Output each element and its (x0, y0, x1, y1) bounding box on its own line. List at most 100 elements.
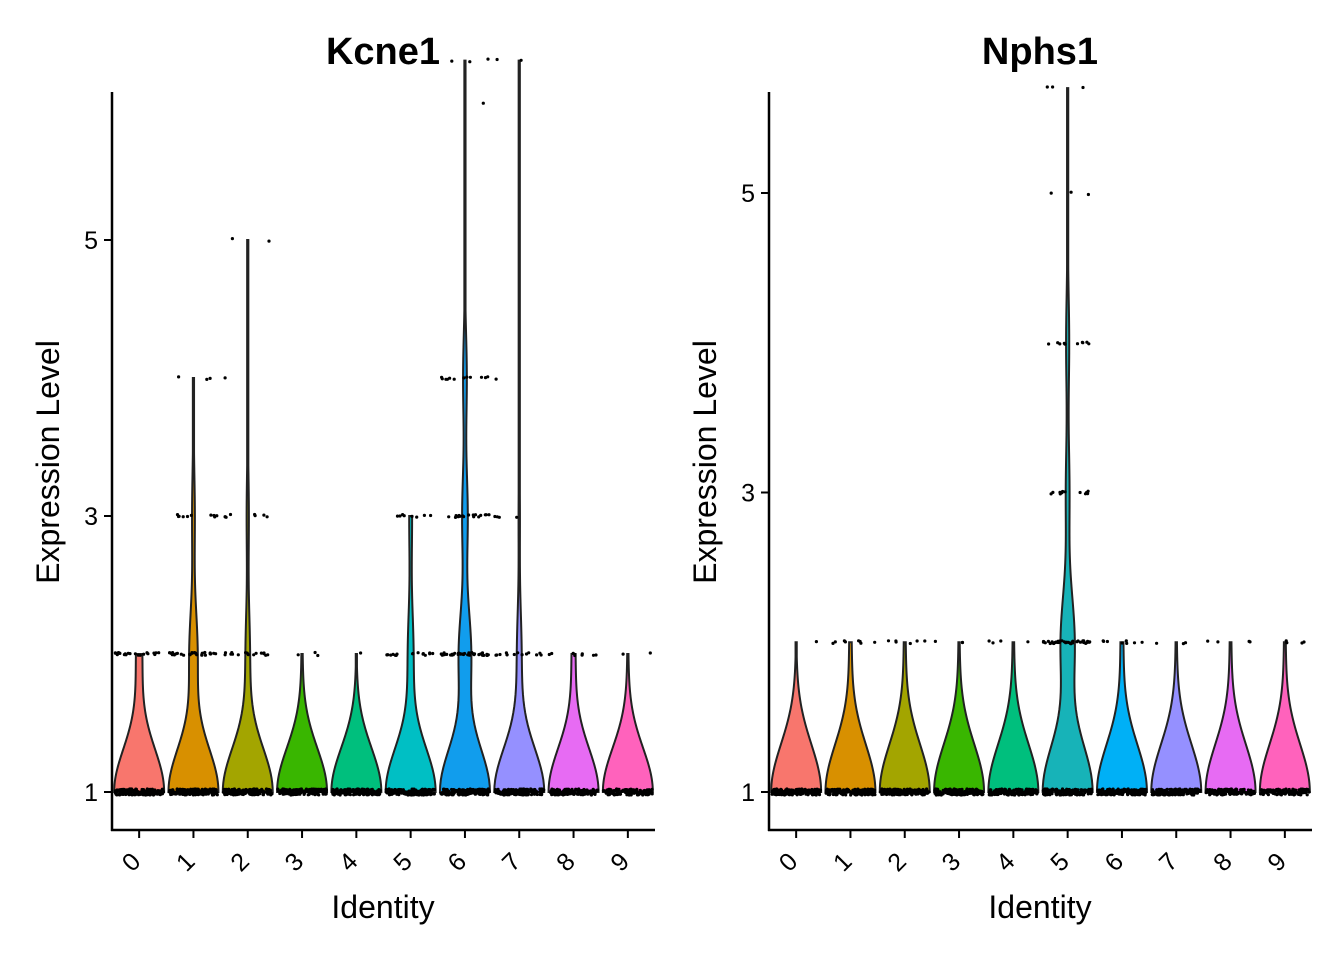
cell-point (538, 792, 542, 797)
cell-point (826, 792, 830, 797)
cell-point (378, 788, 382, 792)
cell-point (1064, 641, 1068, 645)
cell-point (484, 513, 488, 517)
cell-point (1096, 789, 1100, 793)
cell-point (306, 789, 311, 793)
cell-point (648, 651, 652, 655)
cell-point (479, 375, 484, 379)
cell-point (401, 513, 405, 517)
cell-point (467, 513, 471, 517)
cell-point (551, 790, 555, 795)
cell-point (148, 792, 152, 796)
cell-point (1159, 787, 1163, 792)
cell-point (593, 792, 597, 797)
y-tick-label: 1 (84, 779, 98, 807)
cell-point (846, 787, 850, 792)
cell-point (1156, 789, 1160, 793)
cell-point (486, 790, 490, 794)
cell-point (253, 514, 257, 518)
cell-point (296, 653, 300, 657)
cell-point (385, 653, 389, 657)
cell-point (314, 792, 319, 796)
cell-point (965, 790, 969, 794)
cell-point (1293, 789, 1297, 793)
cell-point (923, 639, 927, 643)
cell-point (258, 789, 262, 793)
cell-point (1058, 492, 1062, 496)
cell-point (1049, 789, 1053, 793)
cell-point (412, 788, 416, 792)
cell-point (871, 793, 875, 797)
cell-point (1105, 639, 1109, 644)
cell-point (1086, 489, 1090, 493)
cell-point (426, 792, 430, 797)
cell-point (516, 651, 520, 655)
cell-point (833, 787, 837, 792)
cell-point (1305, 793, 1309, 797)
cell-point (1061, 789, 1065, 793)
cell-point (404, 792, 408, 796)
cell-point (557, 793, 561, 797)
x-axis-label-kcne1: Identity (331, 889, 434, 925)
cell-point (944, 787, 948, 791)
cell-point (444, 377, 448, 381)
cell-point (200, 792, 204, 796)
cell-point (979, 791, 984, 796)
cell-point (1206, 639, 1210, 643)
cell-point (557, 789, 561, 794)
cell-point (459, 652, 463, 656)
cell-point (252, 653, 256, 657)
cell-point (794, 791, 798, 795)
cell-point (1229, 787, 1233, 791)
cell-point (844, 793, 848, 797)
cell-point (208, 652, 212, 656)
violin-cluster-3 (276, 653, 329, 793)
cell-point (1048, 641, 1052, 646)
cell-point (298, 792, 302, 796)
cell-point (1046, 639, 1050, 644)
cell-point (1071, 639, 1075, 643)
cell-point (1224, 792, 1228, 796)
cell-point (817, 793, 822, 797)
cell-point (478, 791, 482, 795)
cell-point (354, 789, 358, 793)
cell-point (1295, 791, 1299, 795)
cell-point (903, 788, 907, 793)
cell-point (897, 793, 901, 797)
x-tick-label: 4 (991, 847, 1021, 877)
panel-title-kcne1: Kcne1 (326, 31, 440, 73)
cell-point (1065, 792, 1069, 797)
cell-point (472, 652, 477, 656)
cell-point (414, 792, 418, 796)
cell-point (1265, 791, 1269, 795)
cell-point (892, 790, 896, 795)
cell-point (941, 788, 945, 792)
cell-point (422, 513, 426, 518)
cell-point (399, 791, 403, 795)
cell-point (1021, 792, 1025, 797)
cell-point (873, 640, 877, 644)
cell-point (181, 515, 185, 519)
cell-point (993, 792, 997, 797)
cell-point (139, 790, 143, 794)
cell-point (1216, 789, 1220, 794)
cell-point (1045, 788, 1050, 792)
cell-point (289, 793, 293, 797)
cell-point (1273, 789, 1277, 793)
cell-point (519, 58, 523, 62)
violin-cluster-9 (601, 653, 654, 793)
cell-point (1058, 639, 1062, 643)
cell-point (200, 787, 204, 792)
cell-point (145, 789, 149, 793)
cell-point (1125, 792, 1130, 796)
cell-point (1054, 787, 1058, 791)
cell-point (1069, 190, 1073, 194)
cell-point (1044, 792, 1048, 796)
cell-point (188, 652, 192, 657)
cell-point (440, 792, 444, 796)
cell-point (443, 791, 448, 795)
cell-point (550, 651, 554, 656)
cell-point (1096, 793, 1100, 797)
cell-point (941, 792, 945, 796)
